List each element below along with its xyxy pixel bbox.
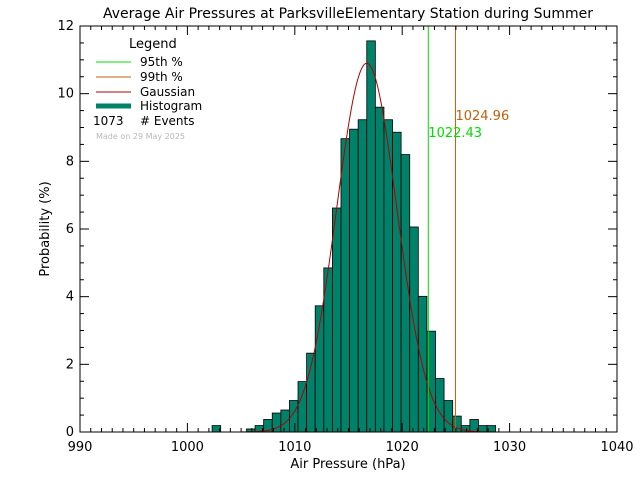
x-tick-label-1000: 1000 <box>171 440 204 455</box>
x-tick-label-1010: 1010 <box>278 440 311 455</box>
histogram-bar <box>331 207 342 433</box>
histogram-bar <box>374 106 385 433</box>
y-tick-label-0: 0 <box>66 425 74 440</box>
x-axis-label: Air Pressure (hPa) <box>290 457 405 472</box>
legend-label-histogram: Histogram <box>140 99 202 113</box>
y-tick-label-2: 2 <box>66 357 74 372</box>
histogram-bar <box>435 378 445 433</box>
histogram-bars <box>211 40 497 433</box>
made-on-note: Made on 29 May 2025 <box>96 132 185 141</box>
x-tick-label-1030: 1030 <box>493 440 526 455</box>
x-tick-label-1040: 1040 <box>600 440 633 455</box>
histogram-bar <box>297 381 308 433</box>
histogram-bar <box>366 40 376 433</box>
histogram-bar <box>452 415 462 433</box>
legend-label-95: 95th % <box>140 55 183 69</box>
x-tick-label-990: 990 <box>68 440 93 455</box>
legend-label-gaussian: Gaussian <box>140 85 195 99</box>
axis-ticks <box>79 25 618 433</box>
histogram-bar <box>357 119 368 433</box>
y-tick-label-4: 4 <box>66 290 74 305</box>
legend: Legend 95th % 99th % Gaussian Histogram … <box>93 37 202 141</box>
histogram-bar <box>443 400 454 433</box>
percentile-95-label: 1022.43 <box>428 126 482 141</box>
percentile-99-label: 1024.96 <box>455 109 509 124</box>
histogram-bar <box>478 425 488 433</box>
legend-events-label: # Events <box>140 114 195 128</box>
legend-events-count: 1073 <box>93 114 124 128</box>
histogram-bar <box>409 226 419 433</box>
x-tick-label-1020: 1020 <box>386 440 419 455</box>
histogram-bar <box>392 131 402 433</box>
y-tick-label-8: 8 <box>66 154 74 169</box>
y-tick-label-12: 12 <box>57 19 74 34</box>
gaussian-curve <box>208 62 521 433</box>
histogram-bar <box>349 128 359 433</box>
y-axis-label: Probability (%) <box>38 181 53 276</box>
y-tick-label-6: 6 <box>66 222 74 237</box>
histogram-bar <box>280 409 290 433</box>
legend-title: Legend <box>129 37 177 52</box>
chart-title: Average Air Pressures at ParksvilleEleme… <box>103 6 593 22</box>
y-tick-label-10: 10 <box>57 87 74 102</box>
histogram-bar <box>340 138 350 433</box>
legend-label-99: 99th % <box>140 70 183 84</box>
